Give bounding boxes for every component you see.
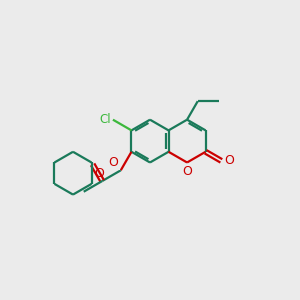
Text: O: O: [94, 167, 104, 180]
Text: O: O: [224, 154, 234, 167]
Text: Cl: Cl: [100, 113, 111, 126]
Text: O: O: [109, 156, 118, 169]
Text: O: O: [182, 165, 192, 178]
